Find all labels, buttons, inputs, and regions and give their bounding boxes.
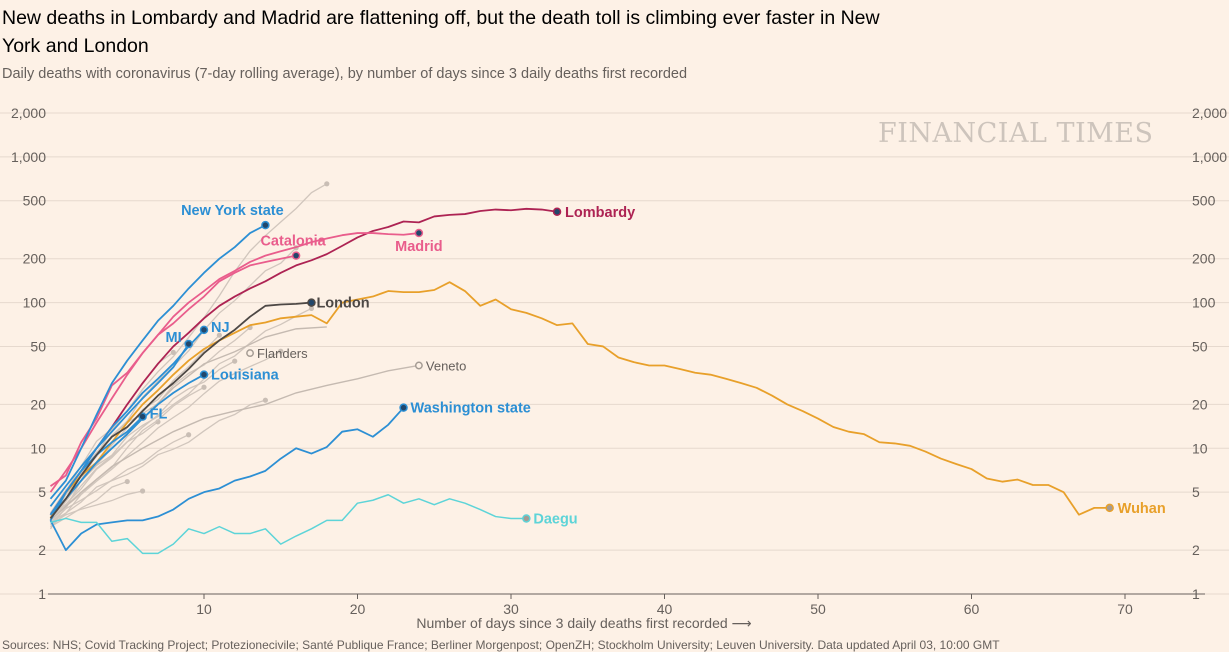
flanders-line xyxy=(49,326,327,518)
catalonia-end-marker xyxy=(291,251,301,260)
y-tick-label-right: 10 xyxy=(1192,440,1208,456)
madrid-label: Madrid xyxy=(395,239,443,255)
grey-region-end-dot xyxy=(308,305,315,312)
grey-comparison-lines: Flanders Veneto xyxy=(49,181,467,530)
daegu-line xyxy=(50,493,527,555)
y-tick-label-right: 2 xyxy=(1192,542,1200,558)
series-lines xyxy=(49,207,1114,555)
source-note: Sources: NHS; Covid Tracking Project; Pr… xyxy=(2,638,1000,652)
wuhan-end-marker xyxy=(1105,503,1114,513)
louisiana-end-marker xyxy=(199,370,209,379)
wuhan-label: Wuhan xyxy=(1118,501,1166,517)
gridlines xyxy=(0,112,1229,595)
grey-region-end-dot xyxy=(262,397,268,403)
y-tick-label: 2 xyxy=(38,542,46,558)
y-tick-label-right: 2,000 xyxy=(1192,105,1227,121)
grey-region-line xyxy=(49,386,205,530)
daegu-label: Daegu xyxy=(533,511,577,527)
new-york-state-label: New York state xyxy=(181,203,284,219)
london-line xyxy=(49,301,312,520)
louisiana-label: Louisiana xyxy=(211,368,280,384)
london-end-marker xyxy=(307,298,316,307)
fl-label: FL xyxy=(150,407,168,423)
series-labels: Wuhan Lombardy Madrid Catalonia New York sta… xyxy=(150,203,1166,527)
mi-label: MI xyxy=(166,330,182,346)
louisiana-line xyxy=(49,373,205,516)
brand-watermark: FINANCIAL TIMES xyxy=(878,118,1154,149)
grey-region-end-dot xyxy=(278,348,284,354)
flanders-marker xyxy=(246,349,255,358)
lombardy-end-marker xyxy=(552,207,562,217)
washington-state-end-marker xyxy=(399,403,408,412)
grey-region-end-dot xyxy=(216,332,222,338)
y-tick-label: 500 xyxy=(23,193,47,209)
washington-state-label: Washington state xyxy=(411,401,531,417)
grey-region-end-dot xyxy=(140,488,146,494)
y-tick-label: 200 xyxy=(23,251,47,267)
y-tick-label: 20 xyxy=(30,396,46,412)
nj-label: NJ xyxy=(211,320,230,336)
grey-region-line xyxy=(50,399,266,523)
y-tick-label-right: 20 xyxy=(1192,396,1208,412)
veneto-line xyxy=(50,364,420,521)
x-tick-label: 70 xyxy=(1117,601,1133,617)
grey-region-line xyxy=(50,360,236,516)
x-tick-label: 60 xyxy=(964,601,980,617)
x-tick-label: 10 xyxy=(196,601,212,617)
x-tick-label: 20 xyxy=(350,601,366,617)
y-tick-label-right: 100 xyxy=(1192,295,1216,311)
y-tick-label-right: 50 xyxy=(1192,338,1208,354)
nj-end-marker xyxy=(199,325,209,335)
washington-state-line xyxy=(49,407,405,552)
y-tick-label-right: 1,000 xyxy=(1192,149,1227,165)
veneto-label: Veneto xyxy=(426,358,467,373)
grey-region-end-dot xyxy=(186,432,192,438)
grey-region-line xyxy=(50,490,143,526)
madrid-end-marker xyxy=(414,228,424,238)
madrid-line xyxy=(49,232,419,493)
y-tick-label-right: 500 xyxy=(1192,193,1216,209)
daegu-end-marker xyxy=(522,514,531,523)
x-tick-label: 30 xyxy=(503,601,519,617)
y-tick-label: 1 xyxy=(38,586,46,602)
y-tick-label-right: 5 xyxy=(1192,484,1200,500)
new-york-state-line xyxy=(49,224,266,500)
y-tick-label-right: 200 xyxy=(1192,251,1216,267)
chart-subtitle: Daily deaths with coronavirus (7-day rol… xyxy=(2,66,688,82)
wuhan-line xyxy=(49,281,1110,519)
fl-end-marker xyxy=(138,412,147,421)
lombardy-label: Lombardy xyxy=(565,205,635,221)
x-axis-label: Number of days since 3 daily deaths firs… xyxy=(416,615,751,631)
y-tick-label: 5 xyxy=(38,484,46,500)
mi-line xyxy=(49,343,190,507)
grey-region-end-dot xyxy=(201,384,207,390)
y-tick-label: 10 xyxy=(30,440,46,456)
y-tick-label: 100 xyxy=(23,295,47,311)
y-tick-label: 1,000 xyxy=(11,149,46,165)
grey-region-end-dot xyxy=(170,349,176,356)
catalonia-label: Catalonia xyxy=(260,234,326,250)
london-label: London xyxy=(316,296,369,312)
flanders-label: Flanders xyxy=(257,346,308,361)
veneto-marker xyxy=(414,361,423,370)
new-york-state-end-marker xyxy=(261,220,270,230)
y-tick-label: 2,000 xyxy=(11,105,46,121)
grey-region-line xyxy=(50,350,282,528)
chart-title: New deaths in Lombardy and Madrid are fl… xyxy=(2,7,880,57)
mi-end-marker xyxy=(184,339,193,349)
grey-region-end-dot xyxy=(324,181,330,187)
x-tick-label: 50 xyxy=(810,601,826,617)
grey-region-end-dot xyxy=(232,358,238,364)
y-tick-label: 50 xyxy=(30,338,46,354)
x-tick-label: 40 xyxy=(657,601,673,617)
lombardy-line xyxy=(49,207,558,516)
grey-region-end-dot xyxy=(124,478,130,485)
